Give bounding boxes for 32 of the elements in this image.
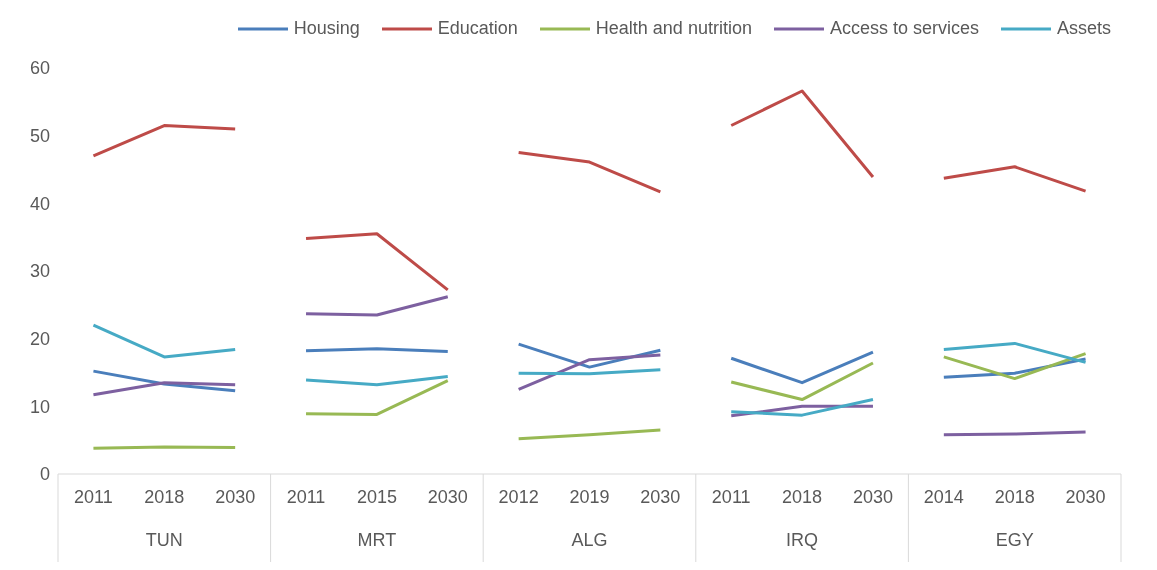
text: EGY xyxy=(995,530,1034,550)
x-tick-label: 2012 xyxy=(498,486,539,507)
x-tick-label: 2019 xyxy=(569,486,610,507)
text: ALG xyxy=(571,530,608,550)
x-tick-label: 2011 xyxy=(74,486,113,507)
y-tick-label: 40 xyxy=(29,193,50,214)
x-tick-label: 2011 xyxy=(286,486,326,507)
y-tick-label: 30 xyxy=(29,261,50,282)
x-tick-label: 2018 xyxy=(144,486,185,507)
x-tick-label: 2011 xyxy=(711,486,751,507)
y-tick-label: 50 xyxy=(29,126,50,147)
text: TUN xyxy=(145,530,183,550)
legend-label: Access to services xyxy=(829,18,979,39)
text: MRT xyxy=(357,530,397,550)
y-tick-label: 20 xyxy=(29,329,50,350)
y-tick-label: 10 xyxy=(29,396,50,417)
x-tick-label: 2030 xyxy=(1065,486,1106,507)
x-tick-label: 2015 xyxy=(356,486,397,507)
x-tick-label: 2018 xyxy=(782,486,823,507)
x-tick-label: 2030 xyxy=(640,486,681,507)
legend-label: Health and nutrition xyxy=(595,18,752,39)
y-tick-label: 60 xyxy=(29,58,50,79)
x-tick-label: 2030 xyxy=(852,486,893,507)
legend-label: Housing xyxy=(293,18,360,39)
legend-label: Assets xyxy=(1056,18,1111,39)
x-tick-label: 2018 xyxy=(994,486,1035,507)
y-tick-label: 0 xyxy=(39,464,50,485)
text: IRQ xyxy=(786,530,819,550)
x-tick-label: 2030 xyxy=(427,486,468,507)
legend-label: Education xyxy=(437,18,518,39)
x-tick-label: 2014 xyxy=(923,486,964,507)
x-tick-label: 2030 xyxy=(215,486,256,507)
